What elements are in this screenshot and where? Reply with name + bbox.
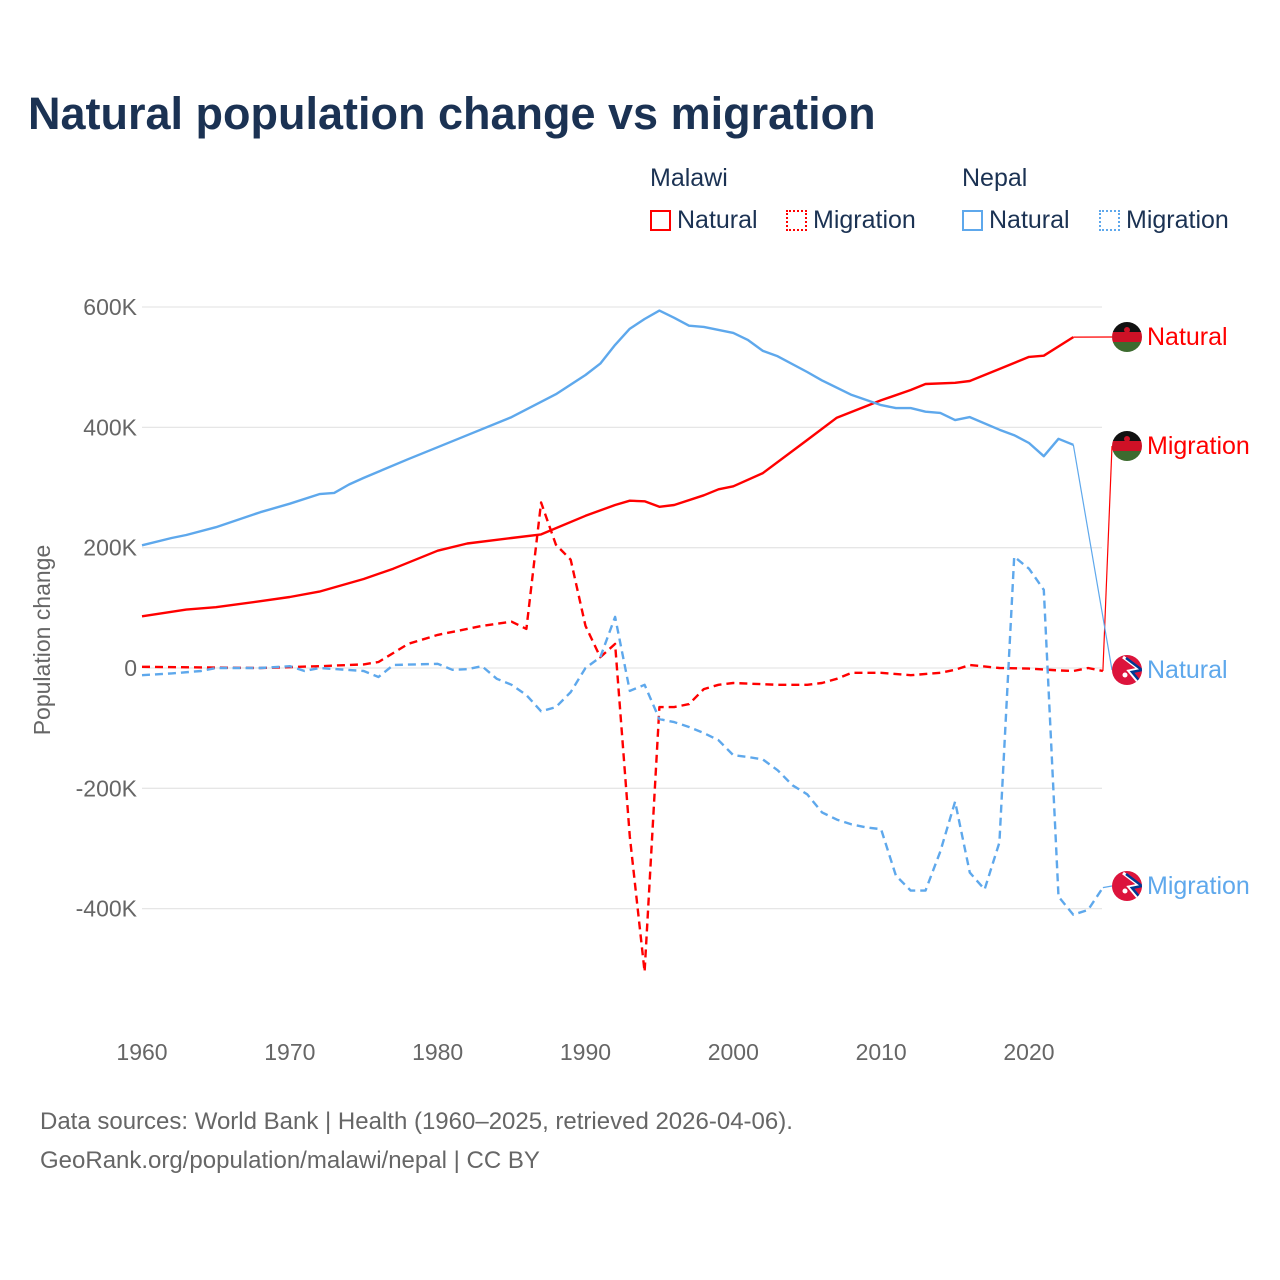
legend-swatch-solid-icon [962, 210, 983, 231]
legend-label: Natural [989, 206, 1070, 234]
flag-sun [1124, 436, 1130, 442]
x-tick-label: 2020 [1003, 1039, 1054, 1065]
series-malawi-migration [141, 501, 1104, 973]
y-tick-label: 600K [83, 294, 137, 320]
flag-border [1125, 657, 1142, 685]
x-tick-label: 1970 [264, 1039, 315, 1065]
flag-sun [1122, 888, 1128, 894]
x-tick-label: 2010 [856, 1039, 907, 1065]
flag-border [1125, 873, 1142, 901]
legend-label: Natural [677, 206, 758, 234]
y-axis-label: Population change [29, 545, 55, 736]
footer-sources: Data sources: World Bank | Health (1960–… [40, 1108, 793, 1135]
nepal-flag-icon [1112, 871, 1142, 901]
end-label: Migration [1147, 872, 1250, 900]
end-connector [1072, 444, 1113, 671]
legend-group-nepal: Nepal [962, 164, 1028, 192]
x-tick-label: 1990 [560, 1039, 611, 1065]
flag-stripe [1112, 441, 1142, 451]
flag-sun [1122, 672, 1128, 678]
nepal-flag-icon [1112, 655, 1142, 685]
end-label: Migration [1147, 432, 1250, 460]
x-tick-label: 2000 [708, 1039, 759, 1065]
legend-item-malawi-natural[interactable]: Natural [650, 206, 758, 235]
legend-label: Migration [1126, 206, 1229, 234]
legend-swatch-dotted-icon [786, 210, 807, 231]
flag-stripe [1112, 332, 1142, 342]
y-tick-label: 0 [124, 655, 137, 681]
x-tick-label: 1960 [116, 1039, 167, 1065]
chart-title: Natural population change vs migration [28, 88, 876, 139]
legend-swatch-dotted-icon [1099, 210, 1120, 231]
x-tick-label: 1980 [412, 1039, 463, 1065]
y-tick-label: 400K [83, 414, 137, 440]
series-nepal-migration [141, 555, 1104, 916]
y-tick-label: 200K [83, 535, 137, 561]
y-tick-label: -400K [76, 896, 138, 922]
flag-stripe [1112, 342, 1142, 352]
flag-sun [1124, 327, 1130, 333]
end-label: Natural [1147, 323, 1228, 351]
legend-item-nepal-natural[interactable]: Natural [962, 206, 1070, 235]
legend-swatch-solid-icon [650, 210, 671, 231]
end-label: Natural [1147, 656, 1228, 684]
legend-item-nepal-migration[interactable]: Migration [1099, 206, 1229, 235]
malawi-flag-icon [1112, 431, 1142, 461]
footer-link[interactable]: GeoRank.org/population/malawi/nepal | CC… [40, 1147, 540, 1174]
legend-group-malawi: Malawi [650, 164, 728, 192]
legend-label: Migration [813, 206, 916, 234]
end-connector [1102, 445, 1113, 672]
end-connector [1102, 885, 1113, 889]
flag-stripe [1112, 451, 1142, 461]
series-malawi-natural [141, 336, 1074, 618]
legend-item-malawi-migration[interactable]: Migration [786, 206, 916, 235]
malawi-flag-icon [1112, 322, 1142, 352]
series-nepal-natural [141, 309, 1074, 547]
y-tick-label: -200K [76, 775, 138, 801]
